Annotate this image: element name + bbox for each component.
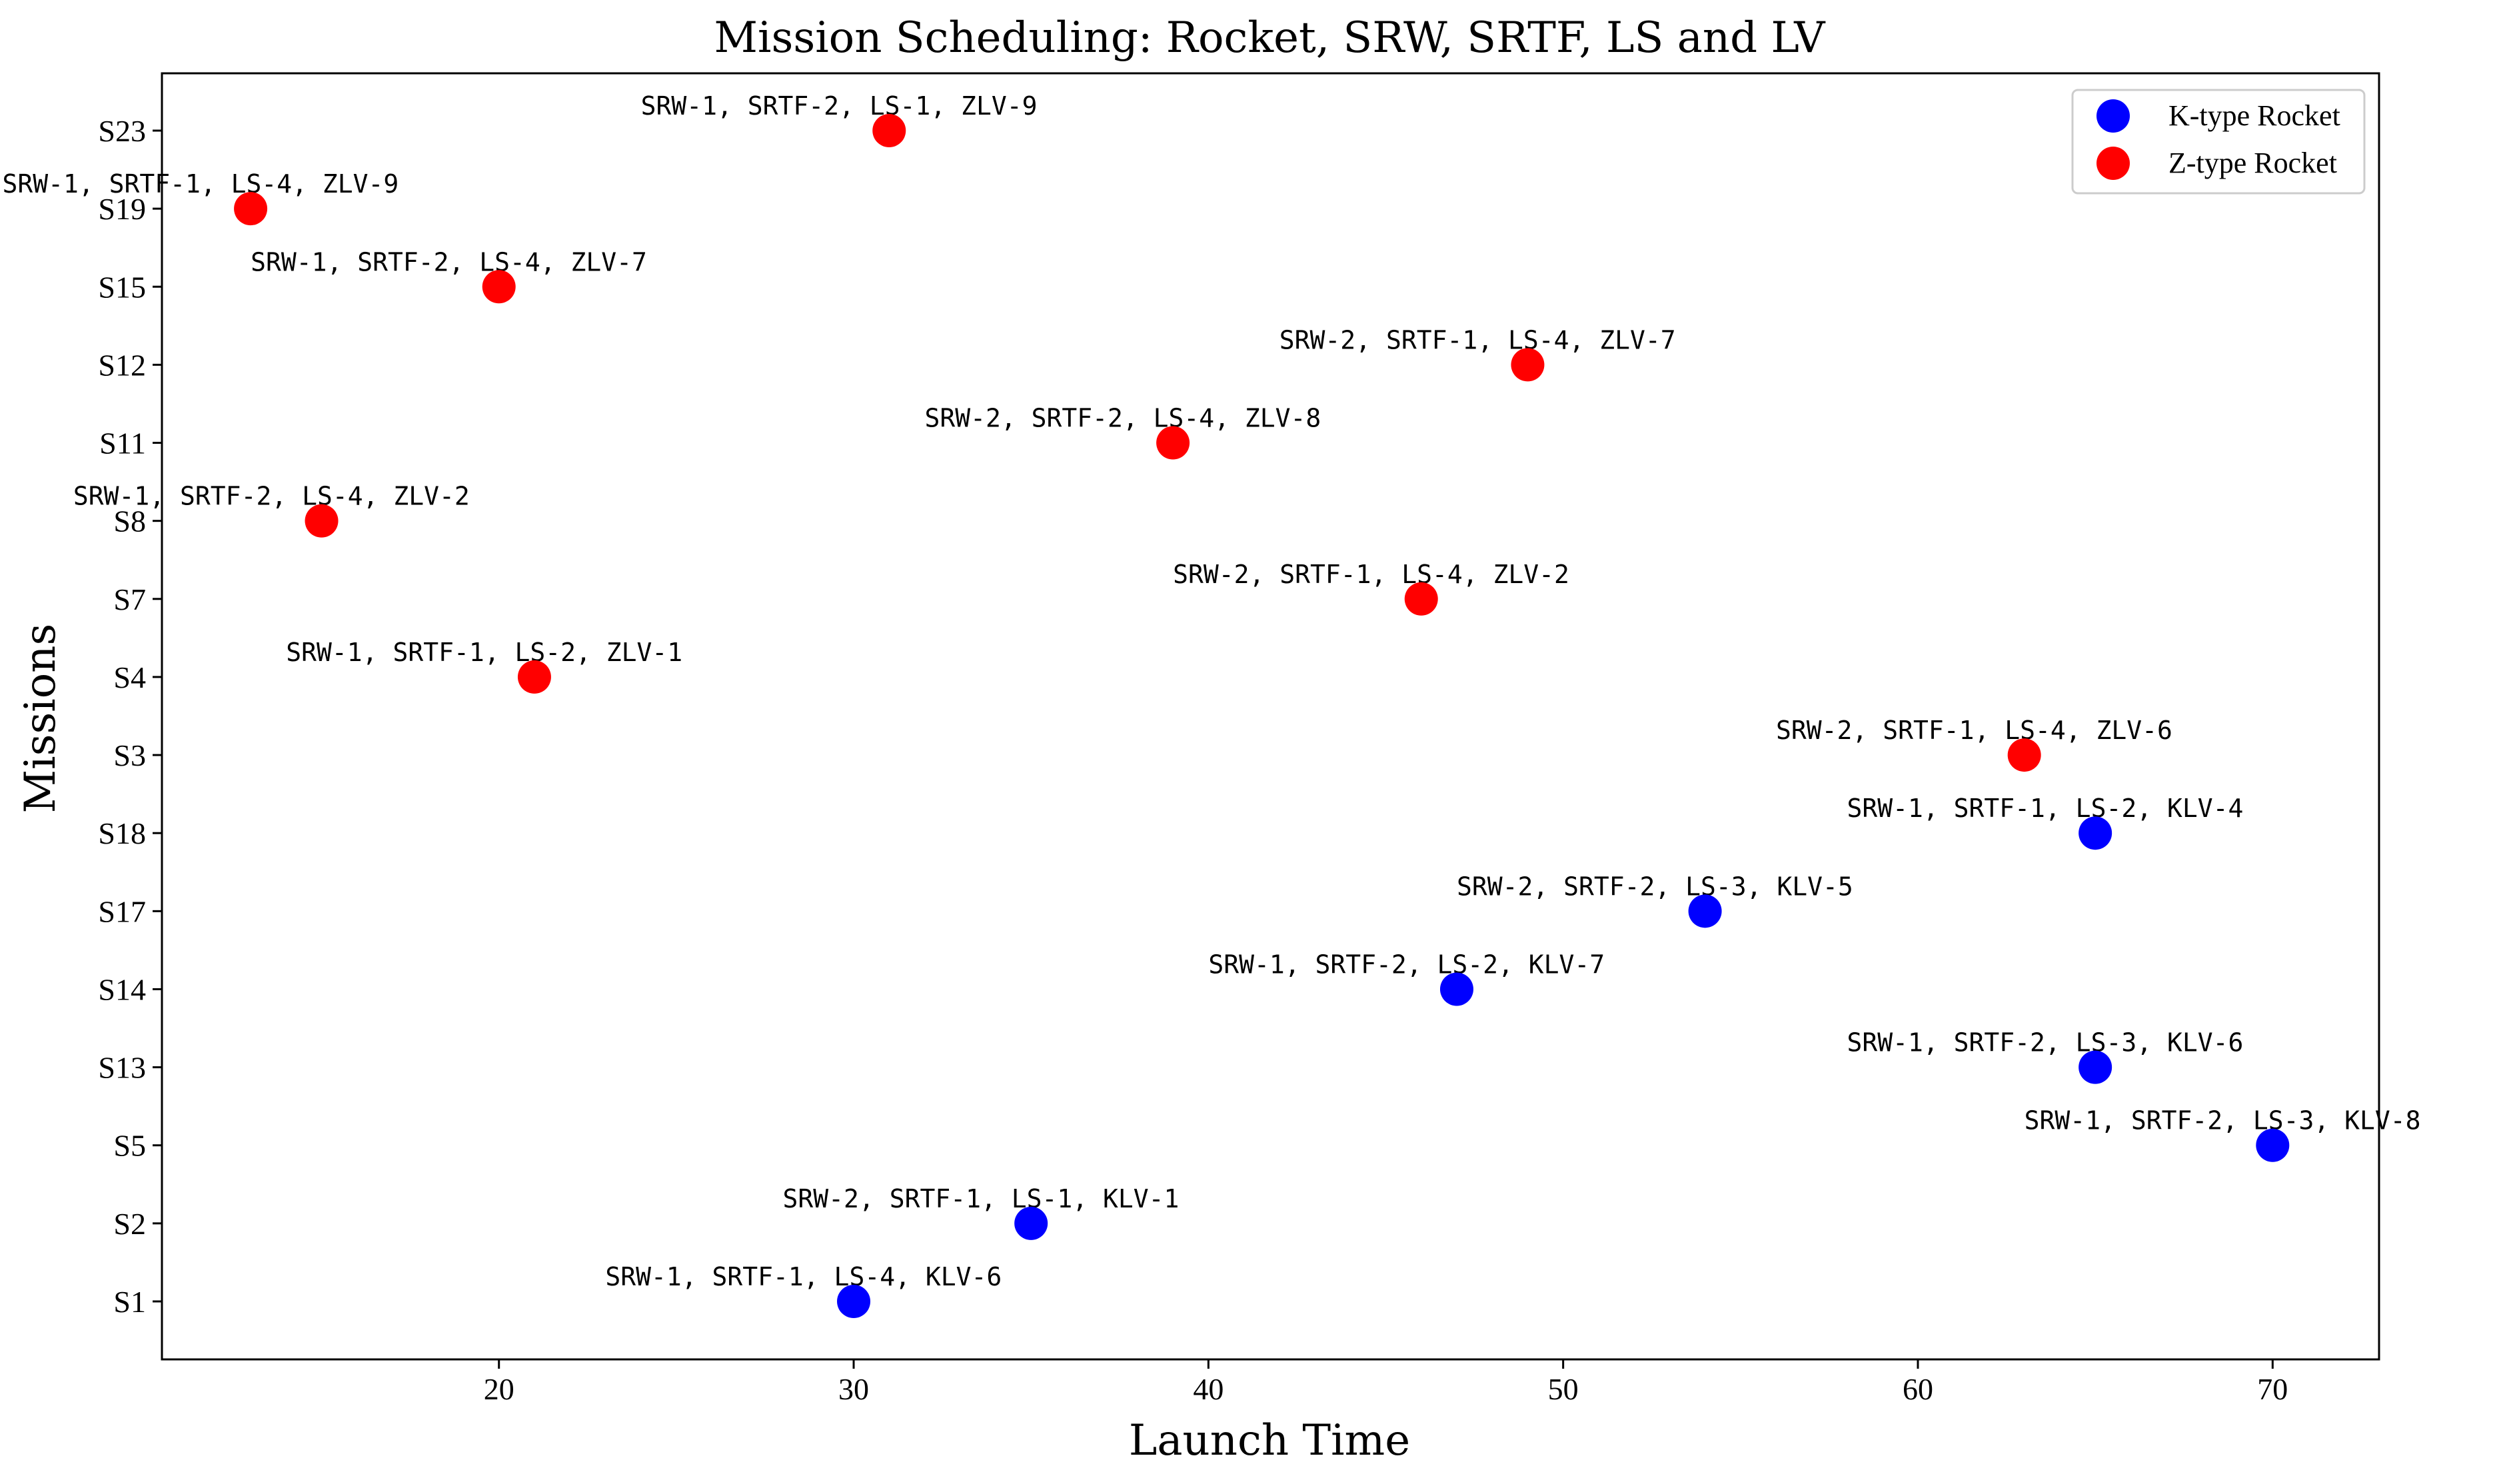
point-annotation: SRW-2, SRTF-1, LS-4, ZLV-6 [1776, 716, 2172, 745]
point-annotation: SRW-1, SRTF-1, LS-4, ZLV-9 [2, 169, 399, 199]
x-tick-label: 20 [484, 1372, 514, 1406]
y-tick-label: S14 [98, 972, 146, 1006]
data-point [1688, 894, 1722, 928]
x-tick-label: 60 [1903, 1372, 1933, 1406]
x-tick-label: 40 [1193, 1372, 1224, 1406]
x-axis: 20 30 40 50 60 70 [484, 1359, 2288, 1406]
y-tick-label: S23 [98, 114, 146, 148]
legend: K-type Rocket Z-type Rocket [2071, 89, 2366, 195]
point-annotation: SRW-1, SRTF-1, LS-2, KLV-4 [1847, 794, 2244, 823]
y-tick-label: S4 [113, 660, 146, 694]
point-annotation: SRW-2, SRTF-2, LS-4, ZLV-8 [924, 404, 1321, 433]
y-tick-label: S15 [98, 270, 146, 304]
y-tick-label: S17 [98, 894, 146, 928]
y-axis: S1 S2 S5 S13 S14 S17 S18 S3 S4 S7 S8 S11 S12 S15 S19 S2… [98, 114, 162, 1319]
x-tick-label: 70 [2257, 1372, 2288, 1406]
y-tick-label: S13 [98, 1051, 146, 1085]
data-point [872, 114, 906, 147]
y-tick-label: S1 [113, 1285, 146, 1319]
data-point [482, 270, 516, 304]
y-tick-label: S12 [98, 348, 146, 382]
legend-box [2071, 89, 2366, 195]
point-annotation: SRW-2, SRTF-1, LS-4, ZLV-2 [1173, 560, 1569, 589]
data-point [517, 660, 551, 694]
data-point [837, 1285, 871, 1318]
y-tick-label: S18 [98, 816, 146, 850]
x-tick-label: 50 [1548, 1372, 1579, 1406]
point-annotation: SRW-2, SRTF-1, LS-1, KLV-1 [783, 1184, 1180, 1213]
y-tick-label: S11 [99, 426, 146, 460]
data-point [305, 504, 339, 538]
y-tick-label: S2 [113, 1207, 146, 1241]
point-annotation: SRW-1, SRTF-2, LS-1, ZLV-9 [641, 91, 1038, 121]
data-point [2007, 738, 2041, 772]
y-tick-label: S3 [113, 738, 146, 772]
y-tick-label: S7 [113, 582, 146, 616]
legend-marker-k-type [2096, 99, 2130, 133]
plot-area-frame [161, 72, 2380, 1361]
point-annotation: SRW-1, SRTF-2, LS-4, ZLV-7 [251, 247, 647, 277]
data-point [1404, 582, 1438, 616]
data-point [2079, 816, 2112, 850]
data-point [1511, 348, 1545, 382]
point-annotation: SRW-1, SRTF-2, LS-4, ZLV-2 [73, 482, 470, 511]
point-annotation: SRW-1, SRTF-1, LS-2, ZLV-1 [286, 638, 682, 667]
point-annotation: SRW-2, SRTF-2, LS-3, KLV-5 [1457, 872, 1853, 901]
point-annotation: SRW-2, SRTF-1, LS-4, ZLV-7 [1279, 325, 1676, 355]
point-annotation: SRW-1, SRTF-2, LS-3, KLV-8 [2025, 1106, 2421, 1135]
y-tick-label: S19 [98, 192, 146, 226]
data-point [1014, 1206, 1048, 1240]
legend-label-z-type: Z-type Rocket [2168, 147, 2337, 179]
point-annotation: SRW-1, SRTF-1, LS-4, KLV-6 [605, 1262, 1002, 1291]
data-point [1439, 972, 1473, 1006]
point-annotation: SRW-1, SRTF-2, LS-2, KLV-7 [1208, 950, 1605, 979]
legend-marker-z-type [2096, 147, 2130, 180]
x-axis-label: Launch Time [1129, 1416, 1410, 1465]
data-point [2256, 1128, 2290, 1162]
data-point [1156, 426, 1190, 460]
y-axis-label: Missions [16, 624, 65, 814]
point-annotation: SRW-1, SRTF-2, LS-3, KLV-6 [1847, 1028, 2244, 1058]
chart-title: Mission Scheduling: Rocket, SRW, SRTF, L… [714, 13, 1827, 63]
data-point [2079, 1050, 2112, 1084]
y-tick-label: S8 [113, 504, 146, 538]
legend-label-k-type: K-type Rocket [2168, 99, 2340, 132]
x-tick-label: 30 [838, 1372, 869, 1406]
data-points: SRW-1, SRTF-1, LS-4, KLV-6 SRW-2, SRTF-1,… [2, 91, 2421, 1318]
data-point [234, 192, 268, 226]
y-tick-label: S5 [113, 1129, 146, 1163]
